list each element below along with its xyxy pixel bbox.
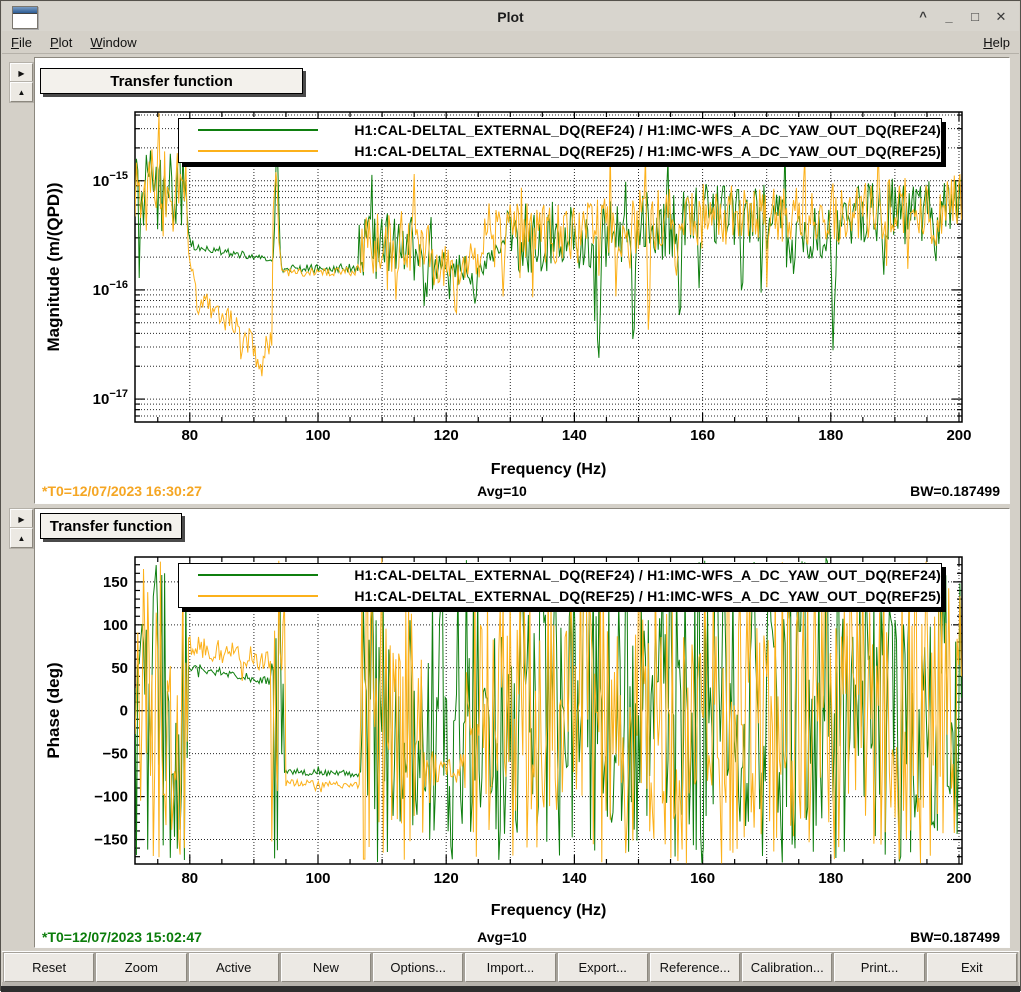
window-border	[1, 986, 1020, 992]
window-icon[interactable]	[12, 6, 38, 29]
close-button[interactable]: ✕	[991, 7, 1011, 27]
legend-line-swatch	[198, 595, 318, 597]
legend-entry-label: H1:CAL-DELTAL_EXTERNAL_DQ(REF25) / H1:IM…	[354, 588, 941, 604]
up-arrow-icon: ▲	[18, 534, 26, 543]
right-arrow-icon: ▶	[18, 69, 24, 78]
x-tick-label: 120	[434, 427, 459, 444]
x-tick-label: 140	[562, 427, 587, 444]
toolbar-button-zoom[interactable]: Zoom	[96, 953, 186, 982]
toolbar-button-export[interactable]: Export...	[558, 953, 648, 982]
menu-item-plot[interactable]: Plot	[41, 33, 81, 52]
y-axis-label: Phase (deg)	[44, 662, 63, 758]
y-tick-label: 10−15	[93, 170, 128, 190]
pane2-up-arrow-button[interactable]: ▲	[10, 528, 33, 548]
legend-entry-label: H1:CAL-DELTAL_EXTERNAL_DQ(REF24) / H1:IM…	[354, 567, 941, 583]
toolbar-button-import[interactable]: Import...	[465, 953, 555, 982]
x-tick-label: 100	[305, 427, 330, 444]
magnitude-pane: 80 100 120 140 160 180 200 10−17 10−16 10−15 Frequ…	[34, 57, 1010, 504]
pane1-right-arrow-button[interactable]: ▶	[10, 63, 33, 83]
phase-legend: H1:CAL-DELTAL_EXTERNAL_DQ(REF24) / H1:IM…	[178, 563, 942, 608]
toolbar-button-reset[interactable]: Reset	[4, 953, 94, 982]
x-axis-label: Frequency (Hz)	[491, 902, 607, 919]
magnitude-legend: H1:CAL-DELTAL_EXTERNAL_DQ(REF24) / H1:IM…	[178, 118, 942, 163]
window-title: Plot	[2, 9, 1019, 25]
x-tick-label: 80	[181, 870, 198, 887]
x-tick-label: 160	[690, 870, 715, 887]
avg-label: Avg=10	[35, 483, 969, 499]
x-tick-label: 160	[690, 427, 715, 444]
magnitude-footer: *T0=12/07/2023 16:30:27 Avg=10 BW=0.1874…	[35, 483, 1009, 501]
x-tick-label: 80	[181, 427, 198, 444]
pane2-right-arrow-button[interactable]: ▶	[10, 509, 33, 529]
legend-entry-label: H1:CAL-DELTAL_EXTERNAL_DQ(REF24) / H1:IM…	[354, 122, 941, 138]
legend-entry: H1:CAL-DELTAL_EXTERNAL_DQ(REF24) / H1:IM…	[179, 121, 941, 139]
y-tick-label: 0	[120, 703, 128, 720]
right-arrow-icon: ▶	[18, 515, 24, 524]
menu-item-help[interactable]: Help	[974, 33, 1019, 52]
toolbar-button-new[interactable]: New	[281, 953, 371, 982]
phase-footer: *T0=12/07/2023 15:02:47 Avg=10 BW=0.1874…	[35, 929, 1009, 947]
x-tick-label: 180	[818, 870, 843, 887]
toolbar-button-exit[interactable]: Exit	[927, 953, 1017, 982]
y-tick-label: 150	[103, 574, 128, 591]
menu-item-file[interactable]: File	[2, 33, 41, 52]
phase-plot-title: Transfer function	[40, 513, 182, 539]
maximize-button[interactable]: □	[965, 7, 985, 27]
x-tick-label: 100	[305, 870, 330, 887]
y-tick-label: −150	[94, 832, 128, 849]
x-tick-label: 200	[946, 870, 971, 887]
pane1-up-arrow-button[interactable]: ▲	[10, 82, 33, 102]
y-tick-label: 100	[103, 617, 128, 634]
bw-label: BW=0.187499	[910, 483, 1000, 499]
x-tick-label: 120	[434, 870, 459, 887]
y-tick-label: 10−16	[93, 279, 128, 299]
toolbar-button-active[interactable]: Active	[189, 953, 279, 982]
y-tick-label: −100	[94, 789, 128, 806]
legend-entry: H1:CAL-DELTAL_EXTERNAL_DQ(REF24) / H1:IM…	[179, 566, 941, 584]
titlebar: Plot ^ _ □ ✕	[2, 2, 1019, 32]
magnitude-plot-title: Transfer function	[40, 68, 303, 94]
menubar: File Plot Window Help	[2, 31, 1019, 54]
toolbar-button-print[interactable]: Print...	[834, 953, 924, 982]
legend-line-swatch	[198, 574, 318, 576]
y-tick-label: −50	[103, 746, 128, 763]
bw-label: BW=0.187499	[910, 929, 1000, 945]
shade-button[interactable]: ^	[913, 7, 933, 27]
trace-ref24	[135, 143, 961, 358]
y-axis-label: Magnitude (m/(QPD))	[44, 182, 63, 351]
legend-entry-label: H1:CAL-DELTAL_EXTERNAL_DQ(REF25) / H1:IM…	[354, 143, 941, 159]
x-tick-label: 200	[946, 427, 971, 444]
x-axis-label: Frequency (Hz)	[491, 461, 607, 478]
x-tick-label: 180	[818, 427, 843, 444]
toolbar-button-options[interactable]: Options...	[373, 953, 463, 982]
up-arrow-icon: ▲	[18, 88, 26, 97]
avg-label: Avg=10	[35, 929, 969, 945]
y-tick-label: 10−17	[93, 388, 128, 408]
toolbar-button-calibration[interactable]: Calibration...	[742, 953, 832, 982]
legend-entry: H1:CAL-DELTAL_EXTERNAL_DQ(REF25) / H1:IM…	[179, 142, 941, 160]
legend-line-swatch	[198, 129, 318, 131]
legend-line-swatch	[198, 150, 318, 152]
phase-pane: 80 100 120 140 160 180 200 150 100 50 0 −50 −100 −150…	[34, 508, 1010, 948]
legend-entry: H1:CAL-DELTAL_EXTERNAL_DQ(REF25) / H1:IM…	[179, 587, 941, 605]
toolbar-button-reference[interactable]: Reference...	[650, 953, 740, 982]
x-tick-label: 140	[562, 870, 587, 887]
minimize-button[interactable]: _	[939, 7, 959, 27]
window-controls: ^ _ □ ✕	[913, 2, 1011, 31]
y-tick-label: 50	[111, 660, 128, 677]
menu-item-window[interactable]: Window	[81, 33, 145, 52]
